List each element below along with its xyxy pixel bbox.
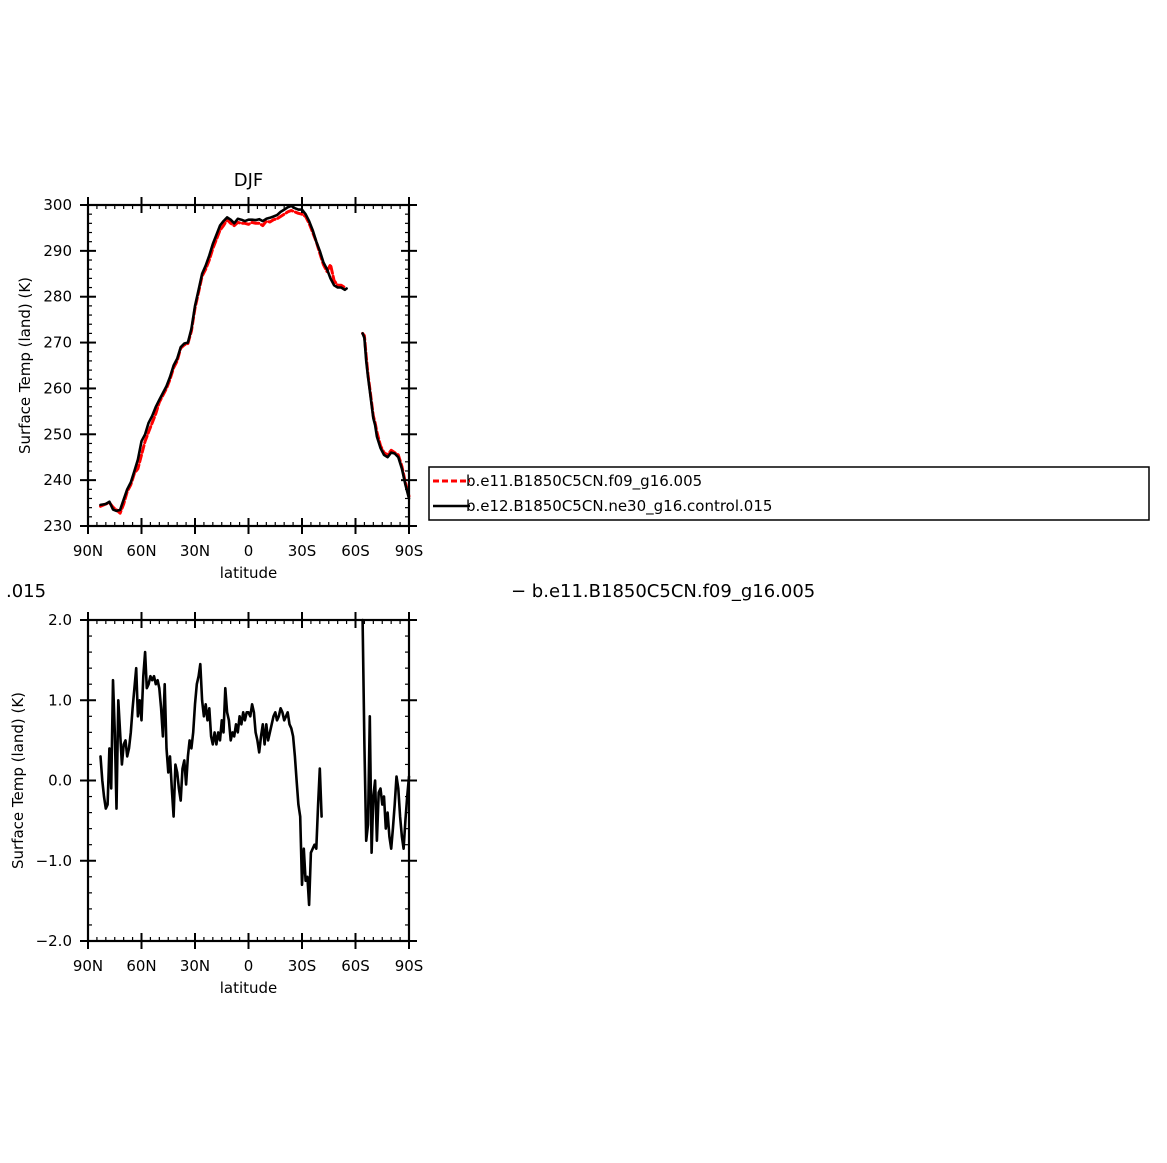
y-tick-label: 260 bbox=[43, 379, 72, 397]
x-tick-label: 60N bbox=[126, 957, 156, 975]
x-tick-label: 30S bbox=[288, 542, 317, 560]
x-tick-label: 90S bbox=[395, 957, 424, 975]
legend-label: b.e12.B1850C5CN.ne30_g16.control.015 bbox=[466, 497, 772, 516]
y-axis-label: Surface Temp (land) (K) bbox=[16, 277, 34, 454]
y-tick-label: 2.0 bbox=[48, 611, 72, 629]
y-tick-label: 230 bbox=[43, 517, 72, 535]
x-tick-label: 30N bbox=[180, 957, 210, 975]
y-tick-label: 250 bbox=[43, 425, 72, 443]
legend: b.e11.B1850C5CN.f09_g16.005 b.e12.B1850C5… bbox=[428, 466, 1150, 521]
x-tick-label: 60S bbox=[341, 957, 370, 975]
series-line-dashed-seg-0 bbox=[99, 209, 349, 515]
x-tick-label: 0 bbox=[244, 542, 254, 560]
plot-frame bbox=[86, 203, 411, 528]
y-tick-label: 270 bbox=[43, 334, 72, 352]
x-tick-label: 30N bbox=[180, 542, 210, 560]
x-tick-label: 60S bbox=[341, 542, 370, 560]
x-axis-label: latitude bbox=[220, 979, 278, 997]
x-tick-label: 90N bbox=[73, 542, 103, 560]
x-axis-label: latitude bbox=[220, 564, 278, 582]
x-tick-label: 60N bbox=[126, 542, 156, 560]
y-tick-label: −1.0 bbox=[36, 852, 72, 870]
y-tick-label: −2.0 bbox=[36, 932, 72, 950]
legend-label: b.e11.B1850C5CN.f09_g16.005 bbox=[466, 472, 702, 491]
y-tick-label: 290 bbox=[43, 242, 72, 260]
y-tick-label: 300 bbox=[43, 196, 72, 214]
cut-title-right: − b.e11.B1850C5CN.f09_g16.005 bbox=[511, 581, 815, 602]
y-tick-label: 1.0 bbox=[48, 691, 72, 709]
series-line-solid-seg-1 bbox=[361, 618, 411, 854]
x-tick-label: 0 bbox=[244, 957, 254, 975]
legend-box bbox=[428, 466, 1150, 521]
y-tick-label: 280 bbox=[43, 288, 72, 306]
x-tick-label: 90N bbox=[73, 957, 103, 975]
chart-title: DJF bbox=[234, 170, 264, 191]
top-panel: 90N 60N 30N 0 30S 60S 90S 230 240 250 260 270 280 290… bbox=[16, 170, 423, 582]
x-tick-label: 30S bbox=[288, 957, 317, 975]
y-axis-label: Surface Temp (land) (K) bbox=[9, 692, 27, 869]
series-line-solid-seg-0 bbox=[99, 204, 348, 513]
x-tick-label: 90S bbox=[395, 542, 424, 560]
y-tick-label: 0.0 bbox=[48, 772, 72, 790]
bottom-panel: 90N 60N 30N 0 30S 60S 90S −2.0 −1.0 0.0 1.0 2.0 lati… bbox=[9, 611, 423, 997]
cut-title-left: .015 bbox=[6, 581, 46, 602]
series-line-solid-seg-0 bbox=[99, 650, 323, 907]
y-tick-label: 240 bbox=[43, 471, 72, 489]
series-line-solid-seg-1 bbox=[361, 332, 411, 500]
